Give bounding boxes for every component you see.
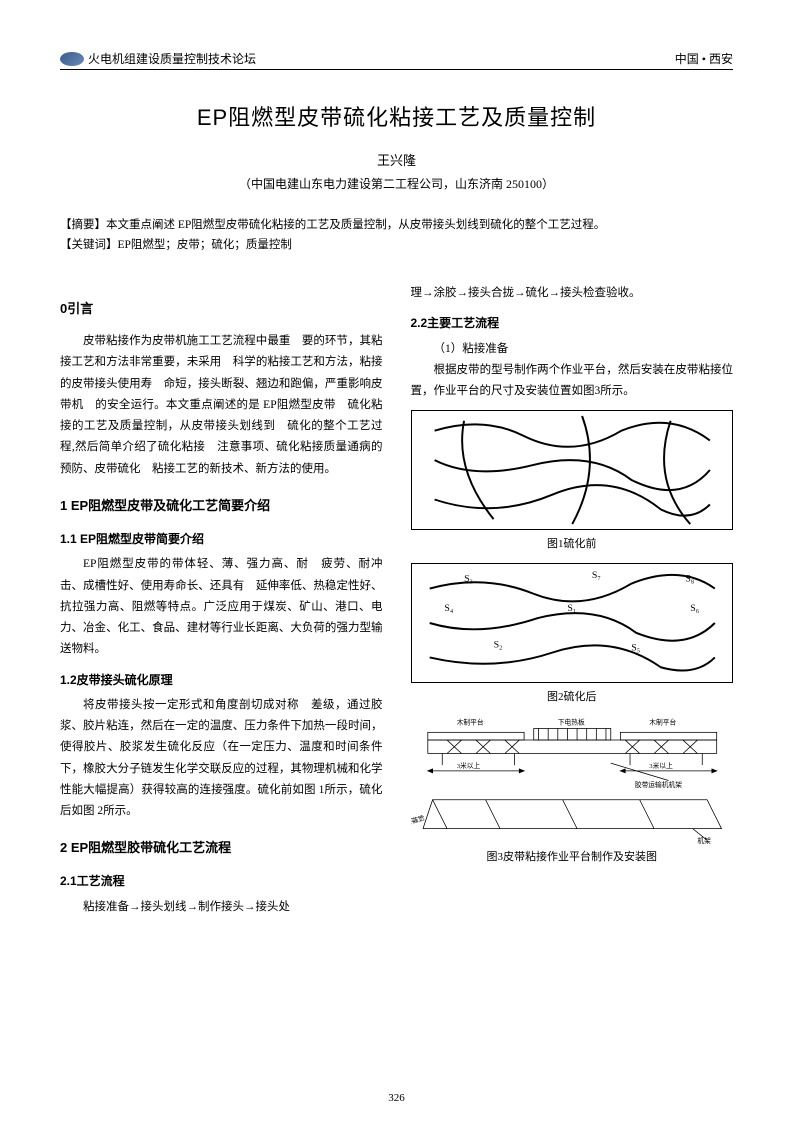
keywords-line: 【关键词】EP阻燃型；皮带；硫化；质量控制 xyxy=(60,236,733,256)
section-1-2-paragraph: 将皮带接头按一定形式和角度剖切成对称 差级，通过胶浆、胶片粘连，然后在一定的温度… xyxy=(60,695,383,823)
header-left: 火电机组建设质量控制技术论坛 xyxy=(60,50,256,67)
section-2-1-paragraph: 粘接准备→接头划线→制作接头→接头处 xyxy=(60,897,383,918)
fig2-label-s4: S₄ xyxy=(444,603,453,614)
figure-2: S₃ S₇ S₈ S₄ S₁ S₆ S₂ S₅ xyxy=(411,563,734,683)
fig3-label-frame: 机架 xyxy=(697,836,711,845)
page-number: 326 xyxy=(0,1092,793,1104)
body-columns: 0引言 皮带粘接作为皮带机施工工艺流程中最重 要的环节，其粘接工艺和方法非常重要… xyxy=(60,283,733,918)
figure-3: 木制平台 下电热板 木制平台 3米以上 3米以上 胶带运输机机架 斜撑杆 机架 xyxy=(411,715,734,845)
keywords-label: 【关键词】 xyxy=(60,239,118,251)
fig2-label-s6: S₆ xyxy=(690,603,699,614)
abstract-text: 本文重点阐述 EP阻燃型皮带硫化粘接的工艺及质量控制，从皮带接头划线到硫化的整个… xyxy=(106,219,605,231)
section-0-paragraph: 皮带粘接作为皮带机施工工艺流程中最重 要的环节，其粘接工艺和方法非常重要，未采用… xyxy=(60,331,383,480)
fig2-label-s3: S₃ xyxy=(464,573,473,584)
abstract-line: 【摘要】本文重点阐述 EP阻燃型皮带硫化粘接的工艺及质量控制，从皮带接头划线到硫… xyxy=(60,216,733,236)
left-column: 0引言 皮带粘接作为皮带机施工工艺流程中最重 要的环节，其粘接工艺和方法非常重要… xyxy=(60,283,383,918)
fig3-label-heat: 下电热板 xyxy=(557,718,584,727)
fig2-label-s5: S₅ xyxy=(631,642,640,653)
continuation-paragraph: 理→涂胶→接头合拢→硫化→接头检查验收。 xyxy=(411,283,734,304)
figure-2-caption: 图2硫化后 xyxy=(411,687,734,707)
section-2-2-paragraph: 根据皮带的型号制作两个作业平台，然后安装在皮带粘接位置，作业平台的尺寸及安装位置… xyxy=(411,360,734,403)
figure-3-svg-icon: 木制平台 下电热板 木制平台 3米以上 3米以上 胶带运输机机架 斜撑杆 机架 xyxy=(411,715,734,845)
fig3-label-dist-right: 3米以上 xyxy=(649,761,673,770)
fig2-label-s7: S₇ xyxy=(591,569,600,580)
section-2-2-heading: 2.2主要工艺流程 xyxy=(411,312,734,334)
section-2-heading: 2 EP阻燃型胶带硫化工艺流程 xyxy=(60,836,383,860)
author-affiliation: （中国电建山东电力建设第二工程公司，山东济南 250100） xyxy=(60,175,733,192)
section-1-2-heading: 1.2皮带接头硫化原理 xyxy=(60,669,383,691)
paper-title: EP阻燃型皮带硫化粘接工艺及质量控制 xyxy=(60,100,733,132)
figure-1-caption: 图1硫化前 xyxy=(411,534,734,554)
header-location: 中国 • 西安 xyxy=(675,50,733,67)
forum-logo-icon xyxy=(60,52,84,66)
abstract-label: 【摘要】 xyxy=(60,219,106,231)
figure-2-svg-icon: S₃ S₇ S₈ S₄ S₁ S₆ S₂ S₅ xyxy=(412,564,733,682)
abstract-block: 【摘要】本文重点阐述 EP阻燃型皮带硫化粘接的工艺及质量控制，从皮带接头划线到硫… xyxy=(60,216,733,255)
fig3-label-dist-left: 3米以上 xyxy=(456,761,480,770)
forum-name: 火电机组建设质量控制技术论坛 xyxy=(88,50,256,67)
fig3-label-wood-right: 木制平台 xyxy=(649,718,676,727)
section-1-1-heading: 1.1 EP阻燃型皮带简要介绍 xyxy=(60,528,383,550)
section-0-heading: 0引言 xyxy=(60,297,383,321)
section-2-2-sub: （1）粘接准备 xyxy=(411,339,734,360)
right-column: 理→涂胶→接头合拢→硫化→接头检查验收。 2.2主要工艺流程 （1）粘接准备 根… xyxy=(411,283,734,918)
section-2-1-heading: 2.1工艺流程 xyxy=(60,870,383,892)
figure-1-svg-icon xyxy=(412,411,733,529)
figure-1 xyxy=(411,410,734,530)
keywords-text: EP阻燃型；皮带；硫化；质量控制 xyxy=(118,239,292,251)
fig2-label-s2: S₂ xyxy=(493,639,502,650)
fig3-label-wood-left: 木制平台 xyxy=(456,718,483,727)
fig2-label-s1: S₁ xyxy=(567,603,576,614)
fig3-label-support: 斜撑杆 xyxy=(411,812,426,826)
fig3-label-conveyor: 胶带运输机机架 xyxy=(634,780,681,789)
author-name: 王兴隆 xyxy=(60,150,733,169)
section-1-heading: 1 EP阻燃型皮带及硫化工艺简要介绍 xyxy=(60,494,383,518)
figure-3-caption: 图3皮带粘接作业平台制作及安装图 xyxy=(411,847,734,867)
fig2-label-s8: S₈ xyxy=(685,573,694,584)
page-header: 火电机组建设质量控制技术论坛 中国 • 西安 xyxy=(60,50,733,70)
section-1-1-paragraph: EP阻燃型皮带的带体轻、薄、强力高、耐 疲劳、耐冲击、成槽性好、使用寿命长、还具… xyxy=(60,554,383,660)
